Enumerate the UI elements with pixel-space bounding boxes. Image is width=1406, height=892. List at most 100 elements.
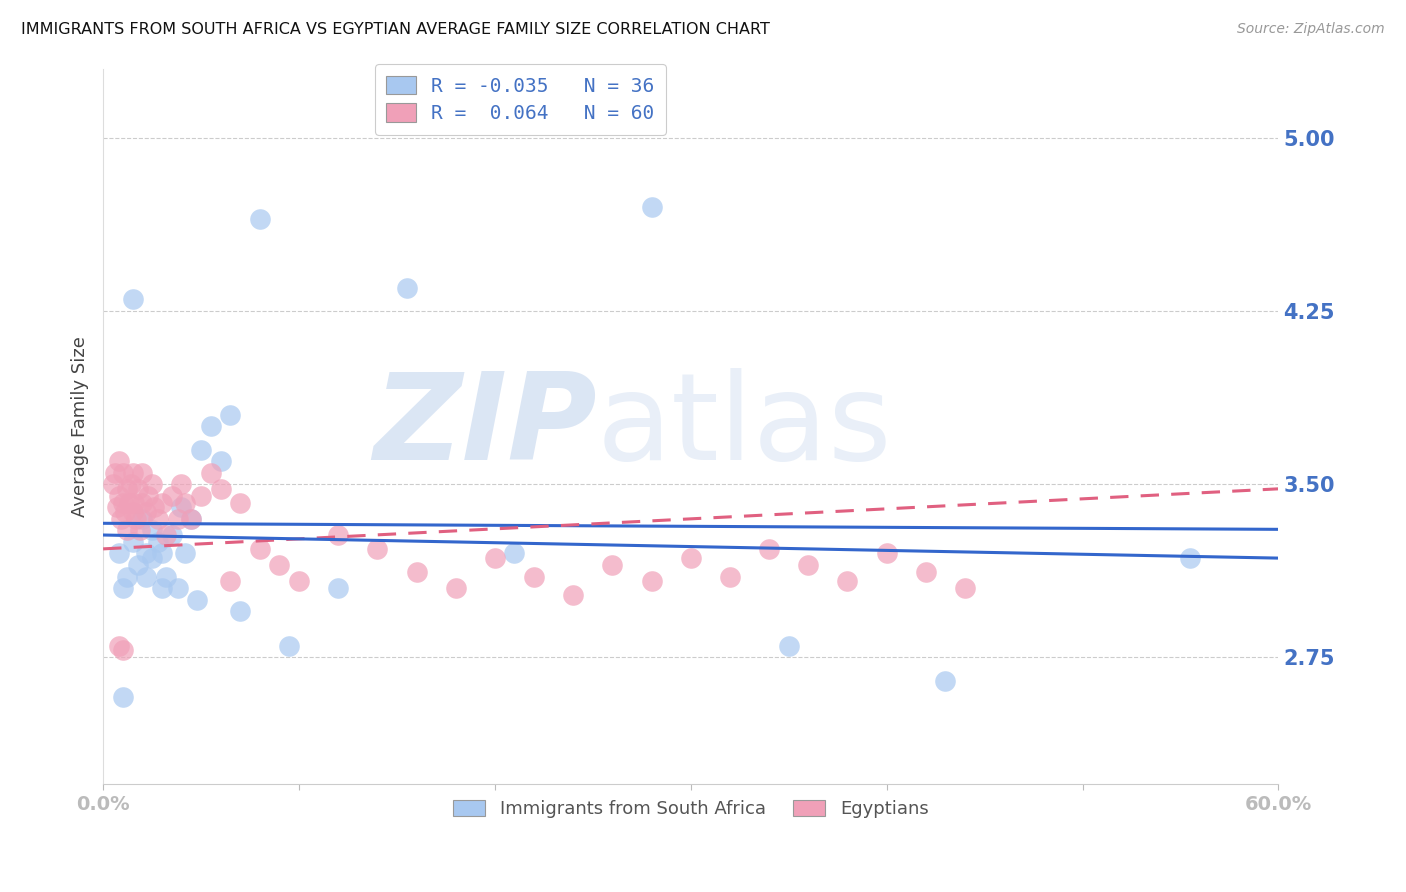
Point [121, 466, 143, 480]
Point [395, 281, 418, 295]
Point [914, 565, 936, 579]
Point [229, 604, 252, 618]
Point [953, 581, 976, 595]
Point [143, 500, 166, 515]
Point [174, 547, 197, 561]
Point [562, 588, 585, 602]
Point [141, 477, 163, 491]
Point [129, 524, 152, 538]
Point [141, 524, 163, 538]
Point [288, 574, 311, 589]
Point [758, 541, 780, 556]
Point [107, 454, 129, 468]
Point [124, 496, 146, 510]
Point [209, 482, 232, 496]
Point [160, 528, 183, 542]
Point [127, 558, 149, 572]
Point [174, 496, 197, 510]
Point [131, 496, 153, 510]
Point [484, 551, 506, 566]
Point [121, 505, 143, 519]
Point [328, 528, 350, 542]
Point [166, 581, 188, 595]
Point [1180, 551, 1202, 566]
Point [120, 477, 142, 491]
Point [136, 489, 159, 503]
Point [166, 512, 188, 526]
Y-axis label: Average Family Size: Average Family Size [72, 336, 89, 516]
Point [219, 574, 242, 589]
Point [107, 489, 129, 503]
Point [111, 581, 134, 595]
Point [125, 512, 148, 526]
Point [640, 574, 662, 589]
Point [155, 569, 177, 583]
Point [602, 558, 624, 572]
Point [101, 477, 124, 491]
Point [328, 581, 350, 595]
Point [111, 690, 134, 704]
Point [797, 558, 820, 572]
Point [186, 592, 208, 607]
Point [640, 200, 662, 214]
Point [135, 505, 157, 519]
Point [131, 512, 153, 526]
Point [141, 551, 163, 566]
Point [160, 489, 183, 503]
Point [121, 293, 143, 307]
Point [111, 643, 134, 657]
Point [503, 547, 526, 561]
Point [934, 673, 956, 688]
Point [127, 482, 149, 496]
Point [405, 565, 427, 579]
Point [146, 512, 169, 526]
Point [209, 454, 232, 468]
Point [111, 496, 134, 510]
Point [876, 547, 898, 561]
Point [150, 581, 173, 595]
Point [718, 569, 741, 583]
Point [180, 512, 202, 526]
Point [200, 419, 222, 434]
Point [150, 547, 173, 561]
Point [366, 541, 388, 556]
Point [249, 541, 271, 556]
Point [523, 569, 546, 583]
Point [115, 569, 138, 583]
Point [278, 639, 301, 653]
Text: atlas: atlas [596, 368, 893, 485]
Point [131, 466, 153, 480]
Text: ZIP: ZIP [373, 368, 596, 485]
Point [229, 496, 252, 510]
Point [135, 547, 157, 561]
Point [170, 500, 193, 515]
Point [150, 496, 173, 510]
Point [111, 466, 134, 480]
Point [107, 547, 129, 561]
Legend: Immigrants from South Africa, Egyptians: Immigrants from South Africa, Egyptians [446, 793, 936, 825]
Point [249, 211, 271, 226]
Point [837, 574, 859, 589]
Point [135, 569, 157, 583]
Point [115, 524, 138, 538]
Point [121, 535, 143, 549]
Point [190, 442, 212, 457]
Point [104, 466, 127, 480]
Point [146, 535, 169, 549]
Point [200, 466, 222, 480]
Point [114, 505, 136, 519]
Point [219, 408, 242, 422]
Point [155, 528, 177, 542]
Point [269, 558, 291, 572]
Text: IMMIGRANTS FROM SOUTH AFRICA VS EGYPTIAN AVERAGE FAMILY SIZE CORRELATION CHART: IMMIGRANTS FROM SOUTH AFRICA VS EGYPTIAN… [21, 22, 770, 37]
Point [105, 500, 128, 515]
Point [679, 551, 702, 566]
Point [190, 489, 212, 503]
Point [778, 639, 800, 653]
Point [110, 512, 132, 526]
Point [117, 496, 139, 510]
Point [107, 639, 129, 653]
Text: Source: ZipAtlas.com: Source: ZipAtlas.com [1237, 22, 1385, 37]
Point [444, 581, 467, 595]
Point [170, 477, 193, 491]
